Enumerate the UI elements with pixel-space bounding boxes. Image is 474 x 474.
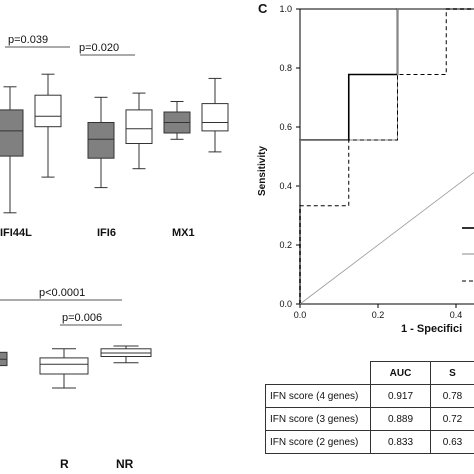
table-header-row: AUC S [265, 361, 474, 385]
roc-x-tick-label: 0.0 [294, 310, 307, 320]
panel-label-c: C [258, 1, 268, 16]
roc-legend [462, 227, 474, 282]
box-ifi44l-series-2-box [34, 94, 62, 128]
category-label-nr: NR [116, 457, 134, 471]
roc-curve-reference [299, 171, 474, 305]
table-cell-s: 0.72 [430, 407, 474, 431]
p-value-label: p=0.020 [79, 42, 119, 54]
category-label-ifi44l: IFI44L [0, 227, 32, 239]
table-cell-label: IFN score (3 genes) [265, 407, 371, 431]
table-header-auc: AUC [370, 361, 431, 385]
roc-y-tick-label: 0.6 [279, 122, 292, 132]
roc-y-tick-label: 0.8 [279, 63, 292, 73]
roc-curve-solid-thick [299, 8, 474, 304]
roc-x-tick-label: 0.4 [450, 310, 463, 320]
p-value-label: p=0.039 [8, 34, 48, 46]
category-label-r: R [60, 457, 69, 471]
roc-y-tick-label: 0.2 [279, 240, 292, 250]
roc-y-tick-label: 0.4 [279, 181, 292, 191]
table-cell-s: 0.63 [430, 430, 474, 454]
table-header-blank [265, 361, 371, 385]
box-mx1-series-2-box [201, 103, 229, 132]
roc-y-tick-label: 1.0 [279, 4, 292, 14]
box-ifi44l-series-1-box [0, 109, 24, 157]
gene-boxplot-panel: p=0.039 p=0.020 IFI44L IFI6 MX1 [0, 34, 229, 239]
roc-x-tick-label: 0.2 [372, 310, 385, 320]
table-cell-auc: 0.917 [370, 384, 431, 408]
roc-panel: C 0.0 0.2 0.4 0.6 0.8 1.0 0.0 0.2 0.4 Sensitivit… [257, 1, 474, 335]
table-header-s: S [430, 361, 474, 385]
box-ifi6-series-2-box [125, 109, 153, 144]
roc-curve-solid-thin [299, 8, 474, 304]
table-cell-s: 0.78 [430, 384, 474, 408]
table-row: IFN score (4 genes) 0.917 0.78 [265, 384, 474, 408]
p-value-label: p=0.006 [62, 312, 102, 324]
score-boxplot-panel: p<0.0001 p=0.006 R NR [0, 287, 152, 471]
category-label-mx1: MX1 [172, 227, 195, 239]
table-row: IFN score (2 genes) 0.833 0.63 [265, 430, 474, 454]
roc-y-tick-label: 0.0 [279, 299, 292, 309]
category-label-ifi6: IFI6 [97, 227, 116, 239]
roc-curve-dashed [299, 8, 474, 304]
p-value-label: p<0.0001 [39, 287, 85, 299]
table-cell-label: IFN score (4 genes) [265, 384, 371, 408]
box-r-box [39, 357, 89, 375]
table-cell-auc: 0.833 [370, 430, 431, 454]
auc-table: AUC S IFN score (4 genes) 0.917 0.78 IFN… [265, 361, 474, 454]
roc-plot-frame [299, 8, 474, 305]
box-ifi6-series-1-box [87, 122, 115, 159]
roc-y-axis-label: Sensitivity [257, 146, 268, 196]
roc-x-axis-label: 1 - Specifici [401, 323, 462, 335]
table-row: IFN score (3 genes) 0.889 0.72 [265, 407, 474, 431]
table-cell-label: IFN score (2 genes) [265, 430, 371, 454]
table-cell-auc: 0.889 [370, 407, 431, 431]
